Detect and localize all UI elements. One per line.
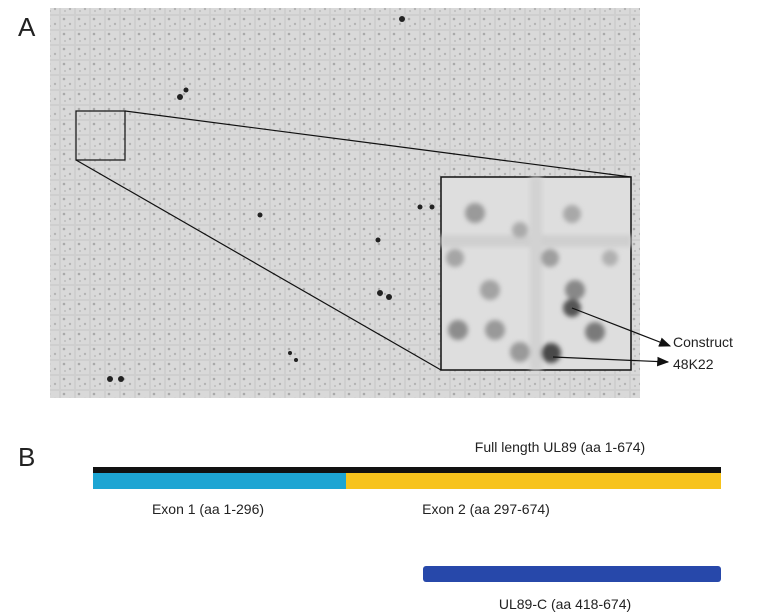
protein-label: UL89-C (aa 418-674) xyxy=(499,596,631,612)
microarray-image: Construct 48K22 xyxy=(50,8,733,398)
page: A Construct 48K22 B Full length UL89 xyxy=(0,0,769,614)
exon2-bar xyxy=(346,473,721,489)
protein-label: Exon 1 (aa 1-296) xyxy=(152,501,264,517)
figure: A Construct 48K22 B Full length UL89 xyxy=(0,0,769,614)
protein-label: Exon 2 (aa 297-674) xyxy=(422,501,550,517)
panel-label: A xyxy=(18,12,36,42)
exon1-bar xyxy=(93,473,346,489)
protein-label: Full length UL89 (aa 1-674) xyxy=(475,439,645,455)
annotation: Construct xyxy=(673,334,733,350)
panel-label: B xyxy=(18,442,35,472)
annotation: 48K22 xyxy=(673,356,714,372)
fragment-bar xyxy=(423,566,721,582)
full-length-bar xyxy=(93,467,721,473)
